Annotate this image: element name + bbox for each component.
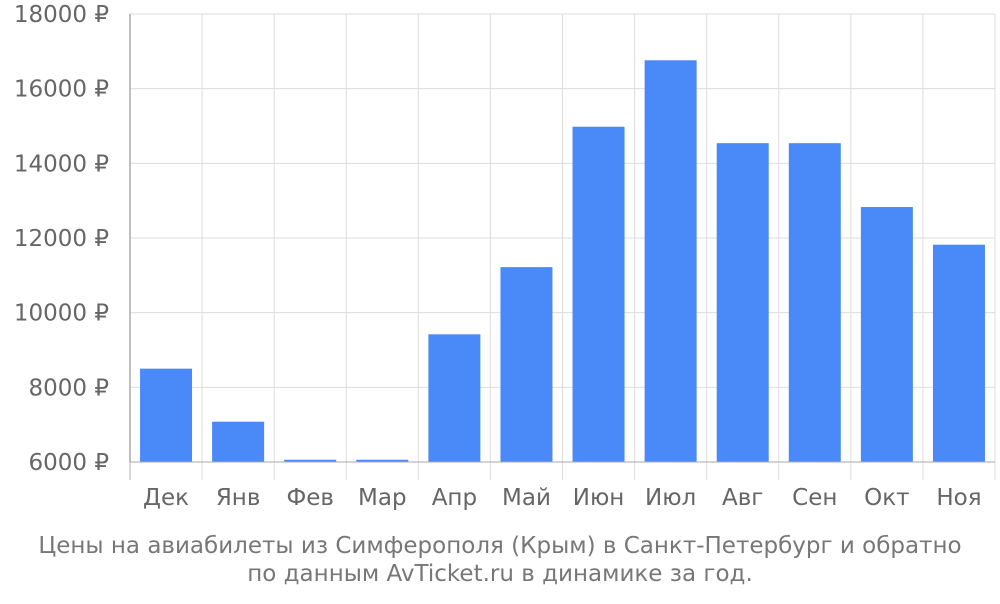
- caption-line-2: по данным AvTicket.ru в динамике за год.: [247, 561, 753, 587]
- x-tick-label: Апр: [432, 485, 477, 511]
- x-tick-label: Дек: [143, 485, 189, 511]
- y-tick-label: 18000 ₽: [14, 2, 109, 28]
- bar-Сен: [788, 143, 841, 462]
- bar-Июн: [572, 126, 625, 462]
- y-tick-label: 14000 ₽: [14, 151, 109, 177]
- x-tick-label: Янв: [216, 485, 261, 511]
- x-tick-label: Июн: [573, 485, 625, 511]
- x-tick-label: Фев: [286, 485, 334, 511]
- y-tick-label: 12000 ₽: [14, 226, 109, 252]
- bar-Июл: [644, 60, 697, 462]
- bar-Окт: [860, 207, 913, 462]
- bar-Май: [500, 267, 553, 462]
- chart-caption: Цены на авиабилеты из Симферополя (Крым)…: [0, 532, 1000, 588]
- bar-Апр: [428, 334, 481, 462]
- x-tick-label: Май: [502, 485, 551, 511]
- x-tick-label: Июл: [645, 485, 696, 511]
- bar-Авг: [716, 143, 769, 462]
- x-tick-label: Авг: [722, 485, 763, 511]
- y-tick-label: 10000 ₽: [14, 301, 109, 327]
- y-tick-label: 16000 ₽: [14, 77, 109, 103]
- bar-Ноя: [932, 244, 985, 462]
- bar-Янв: [212, 421, 265, 462]
- y-tick-label: 8000 ₽: [29, 375, 109, 401]
- x-tick-label: Ноя: [936, 485, 981, 511]
- y-tick-label: 6000 ₽: [29, 450, 109, 476]
- bar-Фев: [284, 459, 337, 462]
- x-tick-label: Мар: [358, 485, 407, 511]
- caption-line-1: Цены на авиабилеты из Симферополя (Крым)…: [38, 533, 962, 559]
- x-tick-label: Окт: [864, 485, 909, 511]
- bar-Дек: [140, 368, 193, 462]
- x-tick-label: Сен: [792, 485, 837, 511]
- bar-Мар: [356, 459, 409, 462]
